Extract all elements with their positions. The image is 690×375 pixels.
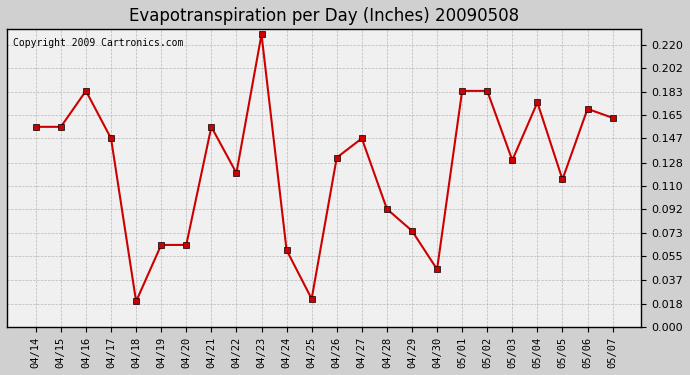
- Title: Evapotranspiration per Day (Inches) 20090508: Evapotranspiration per Day (Inches) 2009…: [129, 7, 520, 25]
- Text: Copyright 2009 Cartronics.com: Copyright 2009 Cartronics.com: [13, 38, 184, 48]
